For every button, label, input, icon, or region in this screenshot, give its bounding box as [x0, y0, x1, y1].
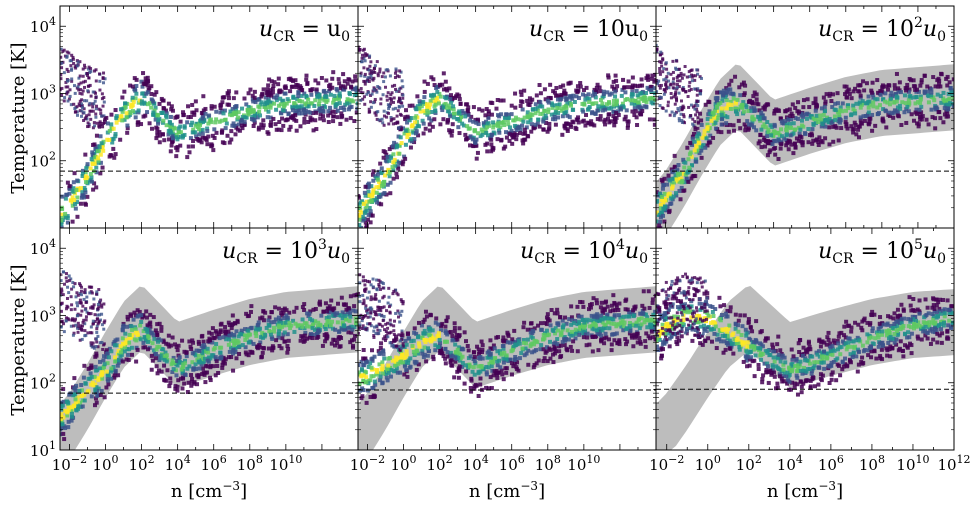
x-axis-labels: n [cm−3] n [cm−3] n [cm−3]	[171, 479, 843, 502]
y-tick-label: 104	[30, 237, 56, 258]
y-axis-label-top: Temperature [K]	[8, 42, 29, 193]
panel-1: 102 103 104 uCR = u0	[30, 5, 359, 229]
y-tick-label: 101	[30, 439, 56, 460]
y-axis-label-bottom: Temperature [K]	[8, 264, 29, 415]
panel-4: 10−2 100 102 104 106 108 1010 101 102 103 104 uCR =…	[30, 227, 359, 474]
x-tick-label: 102	[736, 453, 762, 474]
heatmap-density	[656, 272, 954, 450]
x-tick-label: 10−2	[52, 453, 87, 474]
x-tick-label: 10−2	[649, 453, 684, 474]
y-axis-labels: Temperature [K] Temperature [K]	[8, 42, 29, 415]
x-tick-label: 104	[463, 453, 489, 474]
x-axis-label: n [cm−3]	[171, 479, 247, 502]
y-tick-label: 102	[30, 372, 56, 393]
y-tick-label: 104	[30, 15, 56, 36]
panel-label: uCR = 103u0	[222, 237, 350, 267]
x-tick-label: 106	[201, 453, 227, 474]
x-axis-label: n [cm−3]	[469, 479, 545, 502]
x-tick-label: 1010	[567, 453, 600, 474]
x-tick-label: 108	[859, 453, 885, 474]
x-tick-label: 1010	[896, 453, 929, 474]
x-tick-label: 100	[92, 453, 118, 474]
x-tick-label: 1010	[269, 453, 302, 474]
x-tick-label: 108	[535, 453, 561, 474]
panel-5: 10−2 100 102 104 106 108 1010 uCR = 104u0	[350, 227, 657, 474]
x-tick-label: 102	[129, 453, 155, 474]
panels: 102 103 104 uCR = u0 uCR = 10u0 uCR = 102u0 10…	[30, 5, 971, 474]
panel-label: uCR = 104u0	[520, 237, 648, 267]
y-tick-label: 103	[30, 82, 56, 103]
panel-2: uCR = 10u0	[357, 5, 657, 229]
heatmap-density	[656, 43, 954, 228]
panel-label: uCR = 105u0	[818, 237, 946, 267]
x-tick-label: 104	[165, 453, 191, 474]
panel-label: uCR = u0	[259, 17, 350, 45]
panel-6: 10−2 100 102 104 106 108 1010 1012 uCR = 105u0	[649, 227, 971, 474]
x-tick-label: 10−2	[350, 453, 385, 474]
x-tick-label: 106	[818, 453, 844, 474]
x-tick-label: 104	[777, 453, 803, 474]
heatmap-density	[60, 47, 358, 228]
x-tick-label: 108	[237, 453, 263, 474]
x-tick-label: 100	[695, 453, 721, 474]
heatmap-density	[358, 45, 656, 228]
y-tick-label: 103	[30, 304, 56, 325]
x-tick-label: 106	[499, 453, 525, 474]
panel-label: uCR = 102u0	[818, 15, 946, 45]
heatmap-density	[60, 270, 358, 450]
x-axis-label: n [cm−3]	[767, 479, 843, 502]
y-tick-label: 102	[30, 150, 56, 171]
panel-label: uCR = 10u0	[529, 17, 648, 45]
x-tick-label: 102	[427, 453, 453, 474]
heatmap-density	[358, 273, 656, 450]
panel-frame	[655, 227, 955, 451]
x-tick-label: 100	[390, 453, 416, 474]
panel-3: uCR = 102u0	[655, 5, 955, 229]
x-tick-label: 1012	[937, 453, 970, 474]
